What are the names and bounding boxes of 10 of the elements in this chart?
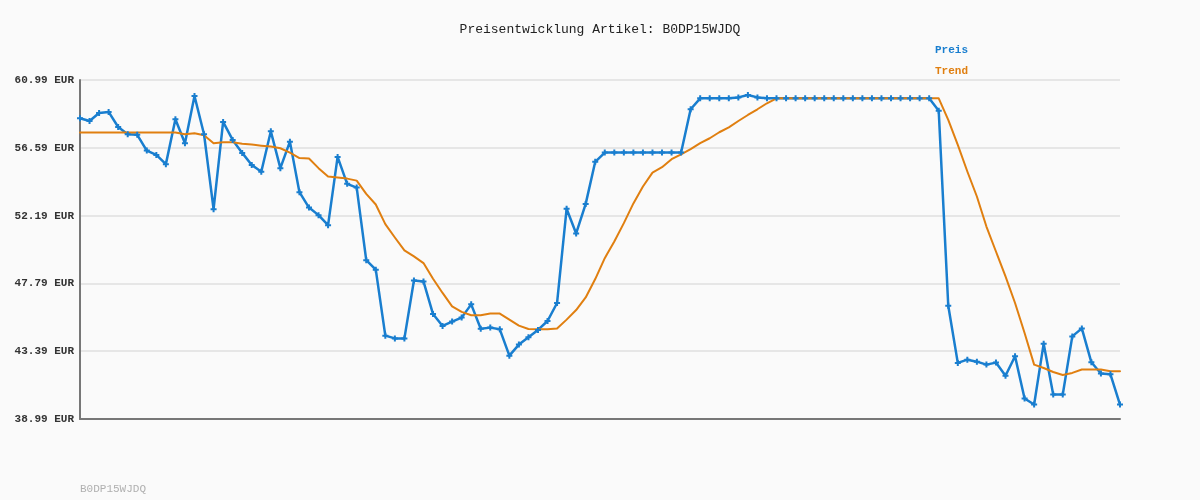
y-tick-label: 38.99 EUR [14, 413, 75, 425]
chart-title: Preisentwicklung Artikel: B0DP15WJDQ [459, 22, 741, 37]
y-tick-label: 60.99 EUR [14, 74, 75, 86]
y-tick-label: 43.39 EUR [14, 345, 75, 358]
text: Preis [934, 44, 968, 56]
y-tick-label: 56.59 EUR [14, 141, 75, 154]
text: B0DP15WJDQ [80, 482, 147, 495]
y-tick-label: 52.19 EUR [14, 209, 75, 222]
series-label: Trend [934, 64, 968, 77]
y-tick-label: 47.79 EUR [14, 277, 75, 290]
